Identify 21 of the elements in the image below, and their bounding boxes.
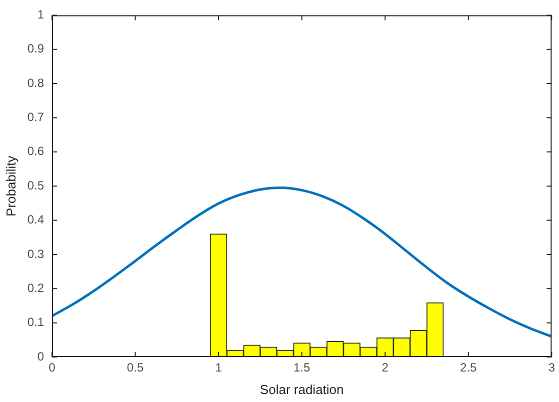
x-tick-label: 1 — [215, 360, 222, 375]
y-tick-label: 0.9 — [27, 42, 44, 56]
line-series — [52, 186, 552, 338]
y-tick-label: 0.7 — [27, 110, 44, 124]
x-tick-label: 3 — [548, 360, 556, 375]
y-tick-label: 0.1 — [27, 315, 44, 330]
y-tick-label: 0.2 — [27, 280, 44, 295]
y-tick-label: 0.4 — [27, 212, 44, 227]
y-axis-title: Probability — [3, 155, 18, 216]
y-tick-label: 0.6 — [27, 144, 44, 158]
y-tick-label: 0.8 — [27, 76, 44, 90]
x-tick-label: 1.5 — [293, 360, 310, 375]
y-tick-label: 0.5 — [27, 178, 44, 192]
y-tick-label: 0 — [37, 349, 44, 364]
y-tick-label: 1 — [37, 8, 44, 22]
x-tick-label: 0.5 — [126, 360, 144, 375]
x-tick-label: 0 — [48, 360, 56, 375]
x-tick-label: 2 — [382, 360, 389, 375]
x-axis-title: Solar radiation — [260, 382, 344, 397]
x-tick-label: 2.5 — [460, 360, 478, 375]
y-tick-label: 0.3 — [27, 246, 44, 261]
